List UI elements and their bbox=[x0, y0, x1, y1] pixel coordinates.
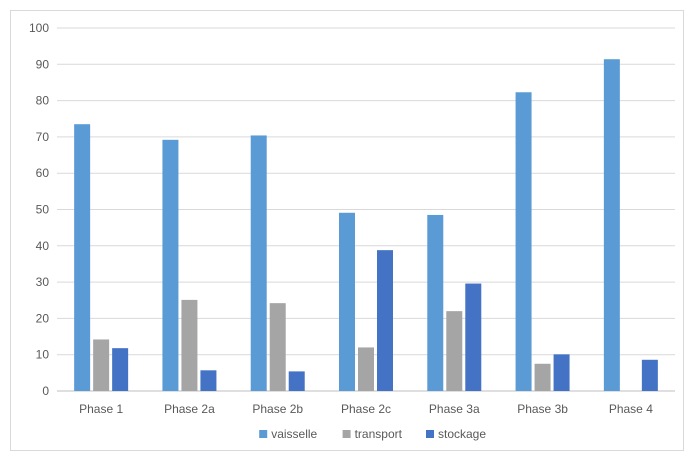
bar-vaisselle bbox=[74, 124, 91, 391]
axes: 0 10 20 30 40 50 60 70 80 90 100 Phase 1 Phase 2a Pha… bbox=[29, 21, 653, 416]
bar-transport bbox=[446, 311, 463, 391]
y-tick-label: 80 bbox=[36, 94, 50, 108]
gridlines bbox=[57, 27, 675, 392]
y-tick-label: 40 bbox=[36, 239, 50, 253]
bar-stockage bbox=[465, 283, 482, 391]
y-tick-label: 100 bbox=[29, 21, 49, 35]
bar-transport bbox=[269, 303, 286, 391]
bar-stockage bbox=[377, 250, 393, 391]
legend-swatch-vaisselle bbox=[259, 430, 268, 438]
x-tick-label: Phase 2c bbox=[341, 402, 391, 416]
bar-vaisselle bbox=[603, 59, 620, 392]
x-tick-label: Phase 1 bbox=[79, 402, 123, 416]
bar-transport bbox=[534, 363, 551, 391]
legend-label-transport: transport bbox=[355, 427, 403, 441]
y-tick-label: 10 bbox=[36, 348, 50, 362]
x-tick-label: Phase 3b bbox=[517, 402, 568, 416]
chart-frame: 0 10 20 30 40 50 60 70 80 90 100 Phase 1 Phase 2a Pha… bbox=[10, 10, 684, 451]
y-tick-label: 30 bbox=[36, 275, 50, 289]
legend: vaisselle transport stockage bbox=[259, 427, 486, 441]
bar-vaisselle bbox=[427, 214, 444, 391]
x-tick-label: Phase 2a bbox=[164, 402, 215, 416]
bar-stockage bbox=[641, 359, 658, 391]
y-tick-label: 20 bbox=[36, 311, 50, 325]
legend-swatch-transport bbox=[342, 430, 351, 438]
bar-transport bbox=[358, 347, 374, 391]
bars bbox=[74, 59, 658, 392]
bar-vaisselle bbox=[515, 92, 532, 391]
bar-transport bbox=[93, 339, 110, 391]
x-tick-label: Phase 3a bbox=[429, 402, 480, 416]
y-tick-label: 50 bbox=[36, 203, 50, 217]
y-tick-label: 90 bbox=[36, 57, 50, 71]
bar-stockage bbox=[200, 370, 217, 391]
bar-stockage bbox=[112, 348, 129, 391]
x-tick-label: Phase 2b bbox=[252, 402, 303, 416]
y-tick-label: 0 bbox=[42, 384, 49, 398]
y-tick-label: 70 bbox=[36, 130, 50, 144]
bar-vaisselle bbox=[339, 212, 355, 391]
bar-stockage bbox=[553, 354, 570, 391]
bar-stockage bbox=[288, 371, 305, 391]
bar-transport bbox=[181, 299, 198, 391]
legend-label-stockage: stockage bbox=[438, 427, 486, 441]
x-tick-label: Phase 4 bbox=[609, 402, 653, 416]
bar-chart: 0 10 20 30 40 50 60 70 80 90 100 Phase 1 Phase 2a Pha… bbox=[29, 21, 675, 441]
bar-vaisselle bbox=[162, 139, 179, 391]
legend-swatch-stockage bbox=[426, 430, 434, 438]
y-tick-label: 60 bbox=[36, 166, 50, 180]
legend-label-vaisselle: vaisselle bbox=[271, 427, 317, 441]
bar-vaisselle bbox=[250, 135, 267, 391]
